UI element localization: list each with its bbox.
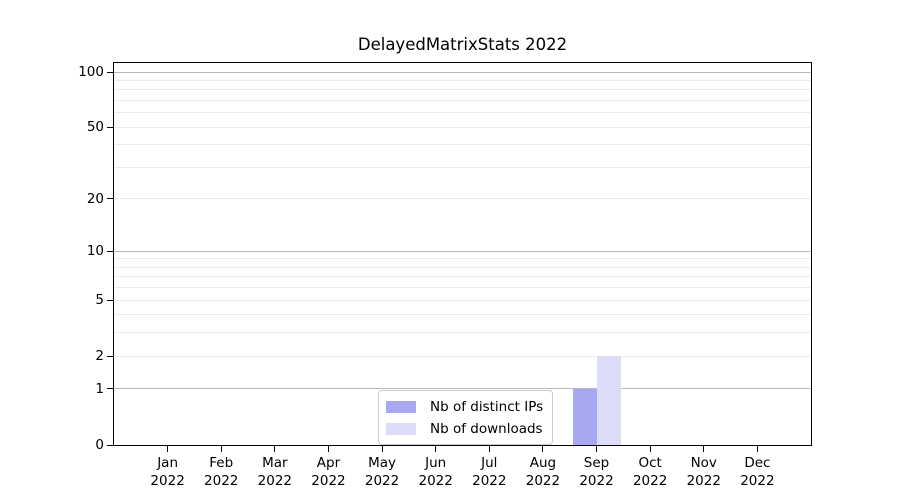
y-tick-label: 20 (86, 190, 104, 207)
y-tick-label: 1 (95, 380, 104, 397)
y-tick-label: 50 (86, 119, 104, 136)
y-gridline-minor (114, 144, 811, 146)
y-gridline-minor (114, 287, 811, 289)
x-tick-label: May 2022 (347, 454, 417, 490)
y-tick (107, 299, 114, 301)
x-tick-label: Dec 2022 (722, 454, 792, 490)
x-tick-label: Nov 2022 (669, 454, 739, 490)
y-gridline-major (114, 388, 811, 390)
x-tick (649, 445, 651, 452)
x-tick-label: Mar 2022 (240, 454, 310, 490)
x-tick-year: 2022 (204, 473, 239, 489)
y-gridline-minor (114, 79, 811, 81)
y-tick (107, 126, 114, 128)
x-tick (381, 445, 383, 452)
x-tick-label: Apr 2022 (293, 454, 363, 490)
x-tick-label: Aug 2022 (508, 454, 578, 490)
y-tick-label: 5 (95, 292, 104, 309)
legend-item-downloads: Nb of downloads (386, 419, 543, 438)
y-tick (107, 355, 114, 357)
y-gridline-minor (114, 89, 811, 91)
x-tick (596, 445, 598, 452)
y-tick (107, 444, 114, 446)
x-tick-label: Jan 2022 (133, 454, 203, 490)
x-tick (327, 445, 329, 452)
y-tick (107, 198, 114, 200)
x-tick-label: Oct 2022 (615, 454, 685, 490)
y-gridline-minor (114, 167, 811, 168)
y-gridline-minor (114, 332, 811, 334)
y-gridline-minor (114, 258, 811, 260)
y-tick-label: 0 (95, 437, 104, 453)
x-tick-label: Jul 2022 (454, 454, 524, 490)
x-tick-year: 2022 (418, 473, 453, 489)
y-tick (107, 71, 114, 73)
y-tick (107, 388, 114, 390)
x-tick-year: 2022 (150, 473, 185, 489)
x-tick-year: 2022 (632, 473, 668, 489)
y-gridline-minor (114, 355, 811, 357)
x-tick (488, 445, 490, 452)
x-tick (542, 445, 544, 452)
y-gridline-minor (114, 100, 811, 102)
x-tick-label: Sep 2022 (562, 454, 632, 490)
x-tick-label: Feb 2022 (186, 454, 256, 490)
x-tick (703, 445, 705, 452)
y-gridline-minor (114, 266, 811, 268)
x-tick-year: 2022 (311, 473, 346, 489)
legend-swatch-distinct-ips (386, 400, 416, 413)
y-gridline-minor (114, 276, 811, 278)
y-gridline-major (114, 250, 811, 252)
plot-area: DelayedMatrixStats 2022 0 1 2 5 10 20 50 100 Jan… (78, 35, 812, 489)
y-tick (107, 250, 114, 252)
legend-label-downloads: Nb of downloads (430, 420, 543, 437)
x-tick (756, 445, 758, 452)
x-tick (220, 445, 222, 452)
x-tick (167, 445, 169, 452)
chart-title: DelayedMatrixStats 2022 (357, 35, 568, 54)
y-gridline-major (114, 71, 811, 73)
x-tick-label: Jun 2022 (401, 454, 471, 490)
legend-label-distinct-ips: Nb of distinct IPs (430, 398, 544, 415)
legend-item-distinct-ips: Nb of distinct IPs (386, 397, 543, 416)
y-gridline-minor (114, 314, 811, 316)
x-tick-year: 2022 (472, 473, 507, 489)
x-tick-year: 2022 (364, 473, 400, 489)
y-gridline-minor (114, 299, 811, 301)
bar-sep-downloads (596, 356, 621, 445)
bar-sep-distinct-ips (572, 388, 597, 445)
x-tick-year: 2022 (525, 473, 561, 489)
legend-swatch-downloads (386, 422, 416, 435)
x-tick-year: 2022 (740, 473, 775, 489)
y-gridline-minor (114, 198, 811, 200)
x-tick-year: 2022 (686, 473, 721, 489)
y-tick-label: 10 (86, 243, 104, 260)
y-gridline-minor (114, 126, 811, 128)
x-tick-year: 2022 (579, 473, 614, 489)
y-tick-label: 2 (95, 348, 104, 365)
y-tick-label: 100 (78, 64, 104, 81)
x-tick (435, 445, 437, 452)
x-tick (274, 445, 276, 452)
x-tick-year: 2022 (257, 473, 293, 489)
legend: Nb of distinct IPs Nb of downloads (378, 390, 554, 445)
y-gridline-minor (114, 112, 811, 114)
